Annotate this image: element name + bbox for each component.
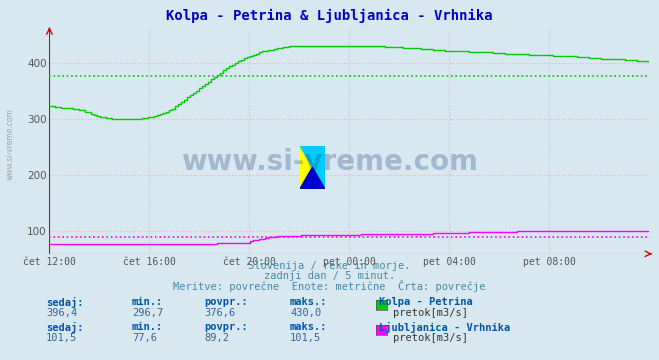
Text: povpr.:: povpr.: — [204, 297, 248, 307]
Polygon shape — [300, 167, 325, 189]
Text: sedaj:: sedaj: — [46, 322, 84, 333]
Text: Kolpa - Petrina: Kolpa - Petrina — [379, 297, 473, 307]
Text: maks.:: maks.: — [290, 297, 328, 307]
Text: pretok[m3/s]: pretok[m3/s] — [393, 333, 469, 343]
Text: pretok[m3/s]: pretok[m3/s] — [393, 308, 469, 318]
Polygon shape — [300, 146, 325, 189]
Text: zadnji dan / 5 minut.: zadnji dan / 5 minut. — [264, 271, 395, 281]
Polygon shape — [300, 146, 325, 189]
Text: Meritve: povrečne  Enote: metrične  Črta: povrečje: Meritve: povrečne Enote: metrične Črta: … — [173, 280, 486, 292]
Text: maks.:: maks.: — [290, 322, 328, 332]
Text: Kolpa - Petrina & Ljubljanica - Vrhnika: Kolpa - Petrina & Ljubljanica - Vrhnika — [166, 9, 493, 23]
Text: Slovenija / reke in morje.: Slovenija / reke in morje. — [248, 261, 411, 271]
Text: www.si-vreme.com: www.si-vreme.com — [5, 108, 14, 180]
Text: min.:: min.: — [132, 297, 163, 307]
Text: sedaj:: sedaj: — [46, 297, 84, 308]
Text: Ljubljanica - Vrhnika: Ljubljanica - Vrhnika — [379, 322, 510, 333]
Text: 101,5: 101,5 — [290, 333, 321, 343]
Text: 376,6: 376,6 — [204, 308, 235, 318]
Text: 396,4: 396,4 — [46, 308, 77, 318]
Text: 77,6: 77,6 — [132, 333, 157, 343]
Text: www.si-vreme.com: www.si-vreme.com — [181, 148, 478, 176]
Text: 101,5: 101,5 — [46, 333, 77, 343]
Text: min.:: min.: — [132, 322, 163, 332]
Text: 296,7: 296,7 — [132, 308, 163, 318]
Text: 430,0: 430,0 — [290, 308, 321, 318]
Text: povpr.:: povpr.: — [204, 322, 248, 332]
Text: 89,2: 89,2 — [204, 333, 229, 343]
